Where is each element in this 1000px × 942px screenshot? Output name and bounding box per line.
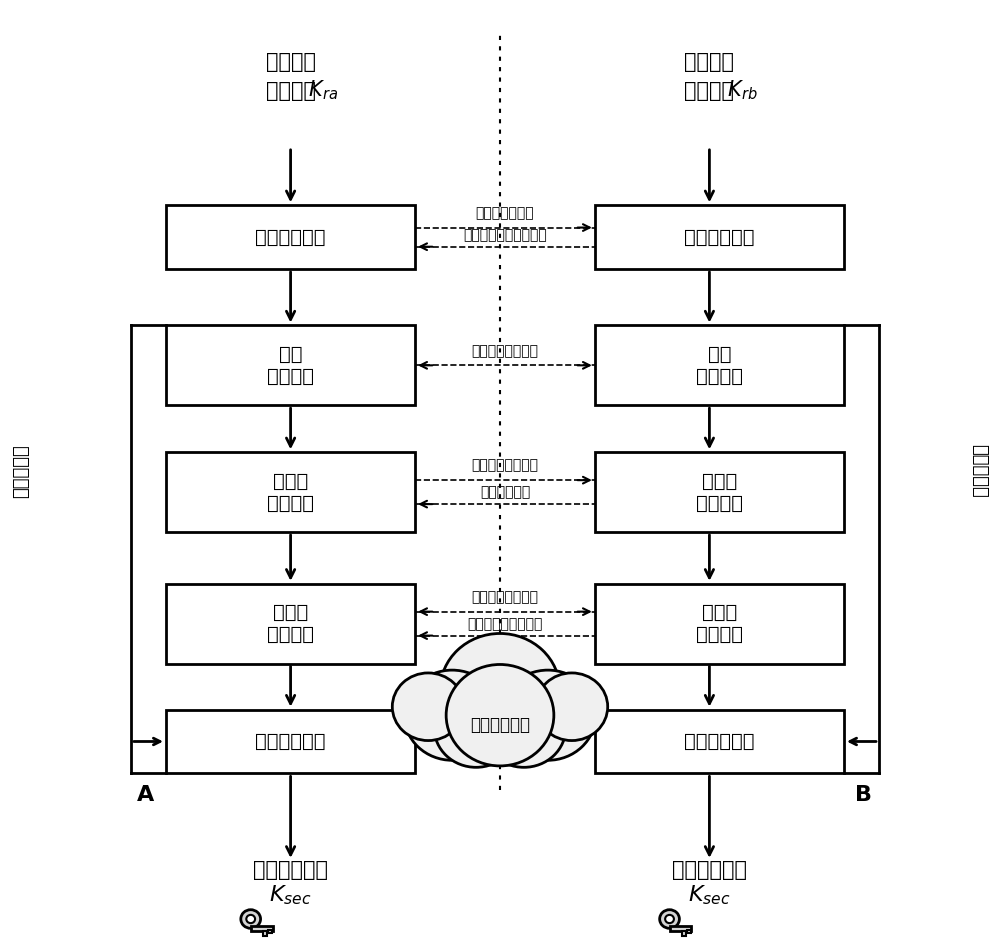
Text: 密钥比特: 密钥比特 bbox=[684, 81, 734, 101]
Text: 返回匹配测量基的位置: 返回匹配测量基的位置 bbox=[463, 228, 547, 242]
Circle shape bbox=[434, 689, 518, 768]
Text: 极化码
纠错模块: 极化码 纠错模块 bbox=[696, 472, 743, 512]
Text: 交换一致性校验值: 交换一致性校验值 bbox=[471, 590, 538, 604]
Text: $\mathit{K}_{sec}$: $\mathit{K}_{sec}$ bbox=[269, 884, 312, 907]
Text: 原始量子: 原始量子 bbox=[684, 53, 734, 73]
Circle shape bbox=[241, 910, 261, 928]
FancyBboxPatch shape bbox=[670, 926, 691, 932]
Circle shape bbox=[536, 673, 608, 740]
Text: 通知一致性校验结果: 通知一致性校验结果 bbox=[467, 617, 543, 631]
Text: 量子误码率: 量子误码率 bbox=[970, 444, 988, 498]
Text: 密性放大模块: 密性放大模块 bbox=[684, 732, 755, 751]
Circle shape bbox=[660, 910, 679, 928]
Text: 发送纠错校验比特: 发送纠错校验比特 bbox=[471, 459, 538, 473]
FancyBboxPatch shape bbox=[166, 325, 415, 405]
FancyBboxPatch shape bbox=[595, 452, 844, 532]
FancyBboxPatch shape bbox=[251, 926, 273, 932]
Text: 一致性
校验模块: 一致性 校验模块 bbox=[696, 603, 743, 644]
Text: 密钥筛选模块: 密钥筛选模块 bbox=[684, 228, 755, 247]
Text: 返回纠错结果: 返回纠错结果 bbox=[480, 485, 530, 499]
Circle shape bbox=[246, 915, 255, 923]
FancyBboxPatch shape bbox=[595, 709, 844, 773]
FancyBboxPatch shape bbox=[166, 205, 415, 269]
FancyBboxPatch shape bbox=[682, 932, 686, 935]
Text: $\mathit{K}_{ra}$: $\mathit{K}_{ra}$ bbox=[243, 79, 338, 103]
Text: B: B bbox=[855, 785, 872, 805]
Text: A: A bbox=[137, 785, 155, 805]
Text: $\mathit{K}_{rb}$: $\mathit{K}_{rb}$ bbox=[662, 79, 757, 103]
Circle shape bbox=[665, 915, 674, 923]
FancyBboxPatch shape bbox=[166, 452, 415, 532]
Circle shape bbox=[440, 633, 560, 746]
Circle shape bbox=[404, 670, 500, 760]
Text: 经典通信网络: 经典通信网络 bbox=[470, 716, 530, 734]
Text: $\mathit{K}_{sec}$: $\mathit{K}_{sec}$ bbox=[688, 884, 731, 907]
Text: 量子误码率: 量子误码率 bbox=[12, 444, 30, 498]
Text: 密钥筛选模块: 密钥筛选模块 bbox=[255, 228, 326, 247]
FancyBboxPatch shape bbox=[166, 584, 415, 663]
Text: 原始量子: 原始量子 bbox=[266, 53, 316, 73]
Text: 一致性
校验模块: 一致性 校验模块 bbox=[267, 603, 314, 644]
Text: 极化码
纠错模块: 极化码 纠错模块 bbox=[267, 472, 314, 512]
Circle shape bbox=[482, 689, 566, 768]
FancyBboxPatch shape bbox=[595, 325, 844, 405]
Text: 参数
估计模块: 参数 估计模块 bbox=[696, 345, 743, 386]
Text: 最终安全密钥: 最终安全密钥 bbox=[253, 860, 328, 880]
FancyBboxPatch shape bbox=[263, 932, 267, 935]
Text: 密钥比特: 密钥比特 bbox=[266, 81, 316, 101]
FancyBboxPatch shape bbox=[595, 584, 844, 663]
FancyBboxPatch shape bbox=[595, 205, 844, 269]
Text: 参数
估计模块: 参数 估计模块 bbox=[267, 345, 314, 386]
FancyBboxPatch shape bbox=[166, 709, 415, 773]
Circle shape bbox=[446, 664, 554, 766]
Text: 交换部分密钥比特: 交换部分密钥比特 bbox=[471, 344, 538, 358]
FancyBboxPatch shape bbox=[687, 931, 691, 934]
Circle shape bbox=[392, 673, 464, 740]
FancyBboxPatch shape bbox=[268, 931, 272, 934]
Text: 发送调制基信息: 发送调制基信息 bbox=[476, 206, 534, 220]
Text: 最终安全密钥: 最终安全密钥 bbox=[672, 860, 747, 880]
Text: 密性放大模块: 密性放大模块 bbox=[255, 732, 326, 751]
Circle shape bbox=[500, 670, 596, 760]
